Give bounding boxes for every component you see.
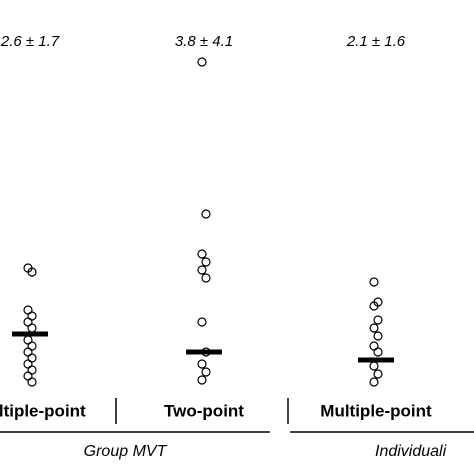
x-tick-label: Multiple-point <box>0 401 86 420</box>
point <box>373 315 383 325</box>
point <box>369 323 379 333</box>
annotation: 2.1 ± 1.6 <box>346 33 406 50</box>
point <box>201 367 211 377</box>
point <box>369 277 379 287</box>
group-label: Group MVT <box>84 443 168 460</box>
point <box>197 249 207 259</box>
point <box>369 301 379 311</box>
point <box>373 331 383 341</box>
point <box>201 257 211 267</box>
point <box>197 359 207 369</box>
annotation: 2.6 ± 1.7 <box>0 33 60 50</box>
point <box>197 317 207 327</box>
x-tick-label: Two-point <box>164 401 244 420</box>
point <box>27 377 37 387</box>
point <box>27 267 37 277</box>
point <box>373 369 383 379</box>
x-tick-label: Multiple-point <box>320 401 432 420</box>
point <box>369 361 379 371</box>
point <box>369 377 379 387</box>
point <box>197 265 207 275</box>
point <box>197 57 207 67</box>
annotation: 3.8 ± 4.1 <box>175 33 233 50</box>
group-label: Individuali <box>375 443 447 460</box>
point <box>201 209 211 219</box>
point <box>201 273 211 283</box>
point <box>27 323 37 333</box>
point <box>373 347 383 357</box>
point <box>197 375 207 385</box>
